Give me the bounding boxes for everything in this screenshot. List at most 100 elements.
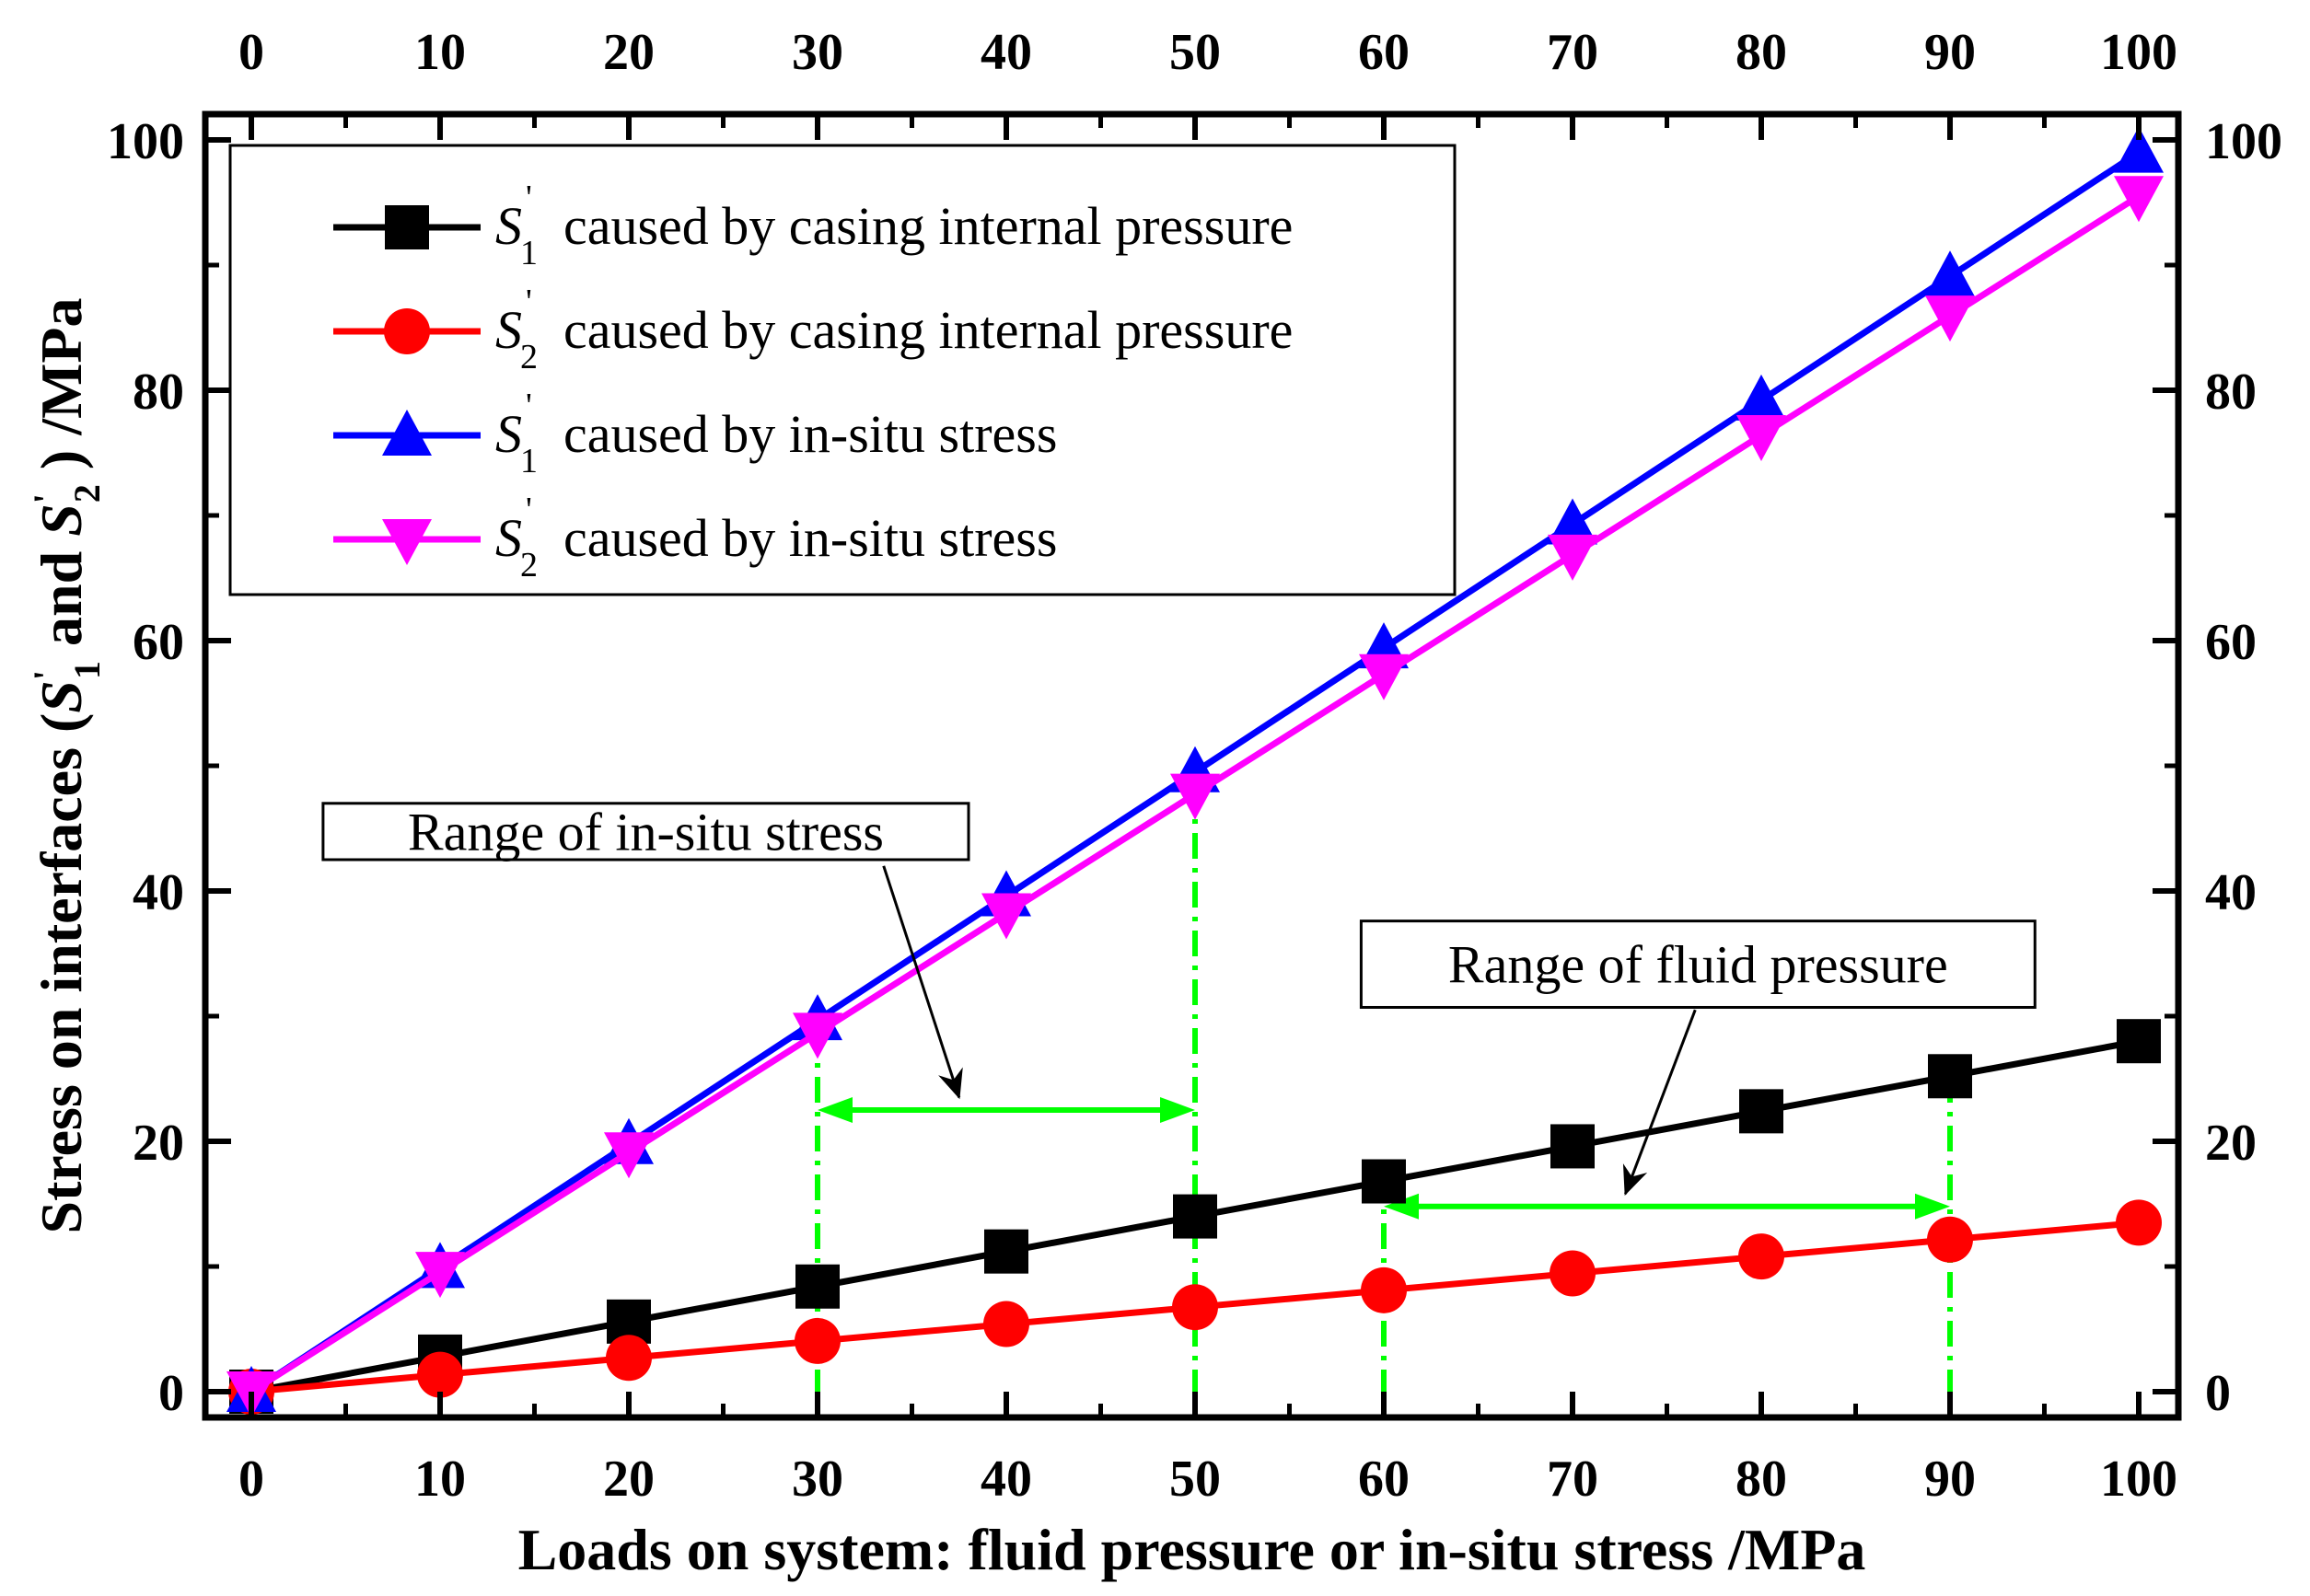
annotation-text-2: Range of fluid pressure xyxy=(1448,935,1948,995)
x-tick-label-bottom: 40 xyxy=(981,1451,1032,1508)
legend-entry-2: S ' 2 caused by casing internal pressure xyxy=(333,283,1293,376)
data-point xyxy=(1173,1194,1217,1239)
legend-label: caused by casing internal pressure xyxy=(563,196,1293,256)
x-tick-label-bottom: 90 xyxy=(1924,1451,1976,1508)
x-tick-label-bottom: 0 xyxy=(238,1451,264,1508)
data-point xyxy=(1925,250,1975,297)
y-tick-label-left: 80 xyxy=(133,364,184,421)
data-point xyxy=(606,1335,652,1382)
y-title-s1: S xyxy=(29,680,94,713)
x-tick-label-bottom: 10 xyxy=(414,1451,466,1508)
legend-label: caused by casing internal pressure xyxy=(563,300,1293,360)
x-tick-label-top: 50 xyxy=(1169,24,1221,81)
range-arrow-head-left xyxy=(818,1097,853,1123)
data-point xyxy=(1550,1124,1595,1169)
y-tick-label-right: 80 xyxy=(2205,364,2257,421)
data-point xyxy=(1550,1250,1596,1297)
legend-symbol: S xyxy=(495,404,522,464)
legend-entry-1: S ' 1 caused by casing internal pressure xyxy=(333,179,1293,272)
legend-subscript: 1 xyxy=(520,234,538,272)
data-point xyxy=(1548,498,1597,545)
legend-symbol: S xyxy=(495,196,522,256)
annotation-pointer-2 xyxy=(1622,1009,1697,1196)
data-point xyxy=(2117,1019,2161,1064)
x-tick-label-bottom: 70 xyxy=(1547,1451,1598,1508)
data-point xyxy=(1359,653,1409,700)
data-point xyxy=(793,1012,842,1059)
legend-box xyxy=(228,144,1457,596)
y-tick-label-left: 0 xyxy=(158,1365,184,1422)
data-point xyxy=(1548,534,1597,581)
data-point xyxy=(984,1229,1028,1274)
data-point xyxy=(1170,773,1220,820)
y-axis-title: Stress on interfaces (S'1 and S'2 ) /MPa xyxy=(26,297,108,1233)
data-point xyxy=(2114,126,2164,173)
y-title-sub-1: 1 xyxy=(66,661,108,679)
y-title-prime-1: ' xyxy=(26,670,67,680)
x-tick-label-top: 100 xyxy=(2100,24,2177,81)
y-tick-label-left: 40 xyxy=(133,864,184,921)
data-point xyxy=(981,893,1031,940)
x-tick-label-top: 70 xyxy=(1547,24,1598,81)
data-point xyxy=(983,1301,1029,1347)
legend-marker xyxy=(382,410,432,456)
legend-prime: ' xyxy=(526,283,532,321)
y-title-middle: and xyxy=(29,537,94,661)
data-point xyxy=(1736,374,1786,421)
x-tick-label-top: 20 xyxy=(603,24,655,81)
legend-subscript: 2 xyxy=(520,338,538,376)
legend-label: caused by in-situ stress xyxy=(563,508,1057,568)
x-tick-label-top: 60 xyxy=(1358,24,1410,81)
range-arrow-1 xyxy=(818,1097,1195,1123)
data-point xyxy=(415,1252,465,1299)
x-tick-label-bottom: 100 xyxy=(2100,1451,2177,1508)
range-arrow-head-right xyxy=(1160,1097,1195,1123)
y-tick-label-right: 60 xyxy=(2205,614,2257,671)
x-tick-label-top: 80 xyxy=(1735,24,1787,81)
y-tick-label-right: 20 xyxy=(2205,1115,2257,1172)
legend-marker xyxy=(384,308,430,354)
legend-entry-3: S ' 1 caused by in-situ stress xyxy=(333,387,1057,480)
range-arrow-head-left xyxy=(1384,1193,1419,1220)
series-2 xyxy=(228,1199,2162,1415)
legend-marker xyxy=(385,205,429,249)
data-point xyxy=(795,1317,841,1364)
data-point xyxy=(1738,1233,1784,1280)
data-point xyxy=(1736,414,1786,461)
legend-prime: ' xyxy=(526,491,532,529)
data-point xyxy=(1925,295,1975,342)
legend-symbol: S xyxy=(495,508,522,568)
y-tick-label-left: 60 xyxy=(133,614,184,671)
y-title-suffix: ) /MPa xyxy=(29,297,94,484)
range-arrow-2 xyxy=(1384,1193,1950,1220)
series-4 xyxy=(226,176,2164,1417)
x-tick-label-bottom: 80 xyxy=(1735,1451,1787,1508)
y-tick-label-right: 100 xyxy=(2205,113,2282,170)
legend-entry-4: S ' 2 caused by in-situ stress xyxy=(333,491,1057,584)
data-point xyxy=(604,1132,654,1179)
range-arrow-head-right xyxy=(1915,1193,1950,1220)
legend-symbol: S xyxy=(495,300,522,360)
legend-prime: ' xyxy=(526,179,532,217)
data-point xyxy=(2116,1199,2162,1246)
x-tick-label-bottom: 50 xyxy=(1169,1451,1221,1508)
x-tick-label-top: 40 xyxy=(981,24,1032,81)
annotation-box-1 xyxy=(321,802,970,862)
y-tick-label-right: 0 xyxy=(2205,1365,2231,1422)
legend-marker xyxy=(382,519,432,565)
data-point xyxy=(417,1351,463,1398)
data-point xyxy=(1927,1216,1973,1263)
y-tick-label-right: 40 xyxy=(2205,864,2257,921)
annotation-box-2 xyxy=(1359,919,2037,1009)
x-tick-label-top: 90 xyxy=(1924,24,1976,81)
x-tick-label-bottom: 20 xyxy=(603,1451,655,1508)
data-point xyxy=(1928,1054,1972,1099)
data-point xyxy=(1362,1159,1406,1204)
y-tick-label-left: 20 xyxy=(133,1115,184,1172)
y-title-prime-2: ' xyxy=(26,493,67,503)
y-title-s2: S xyxy=(29,503,94,537)
x-tick-label-top: 0 xyxy=(238,24,264,81)
legend-prime: ' xyxy=(526,387,532,425)
